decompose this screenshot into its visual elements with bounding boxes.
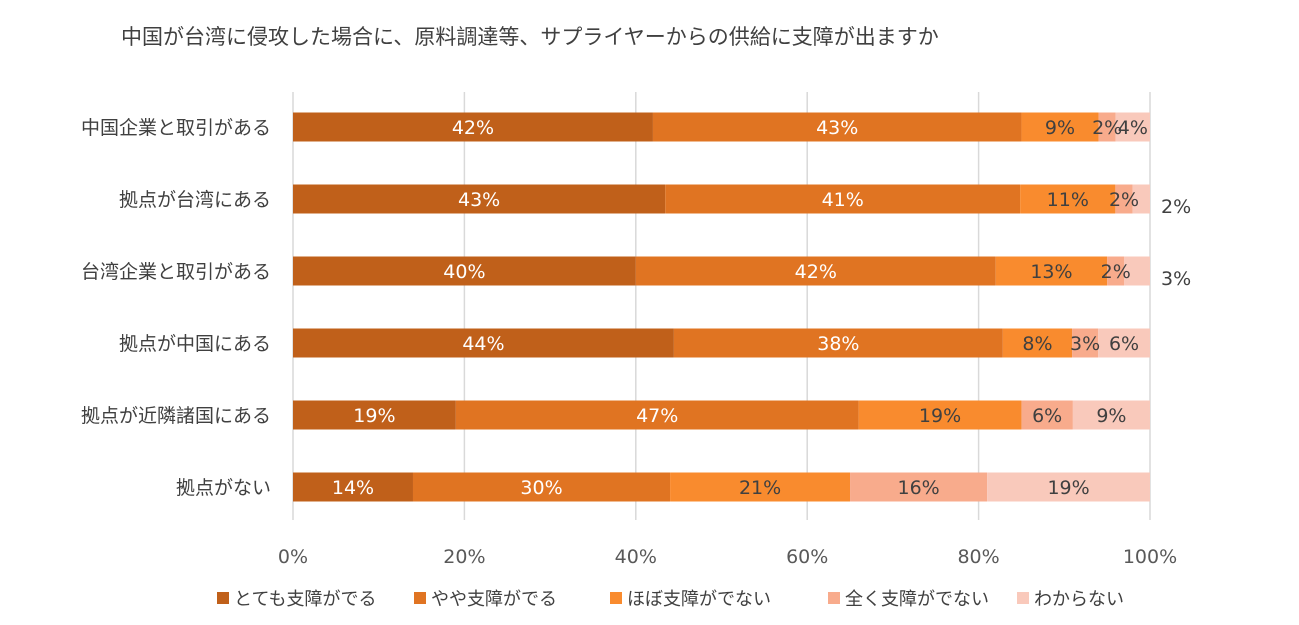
gridlines: [292, 92, 1151, 520]
x-tick-label: 100%: [1123, 546, 1177, 568]
x-tick-label: 60%: [786, 546, 828, 568]
data-label: 19%: [1047, 477, 1089, 499]
data-label: 8%: [1022, 333, 1052, 355]
data-label: 14%: [332, 477, 374, 499]
bar-segment: [1021, 400, 1073, 430]
bar-segment: [1072, 400, 1150, 430]
data-label: 6%: [1109, 333, 1139, 355]
legend-label: わからない: [1034, 589, 1124, 610]
x-tick-label: 0%: [278, 546, 308, 568]
data-label: 43%: [816, 117, 858, 139]
bar-segment: [670, 472, 851, 502]
data-label: 3%: [1161, 268, 1191, 290]
legend-label: やや支障がでる: [431, 589, 557, 610]
bar-segment: [1132, 184, 1150, 214]
data-label: 4%: [1118, 117, 1148, 139]
category-label: 拠点がない: [176, 477, 271, 499]
bar-segment: [987, 472, 1150, 502]
category-label: 拠点が台湾にある: [119, 189, 271, 211]
x-tick-label: 20%: [443, 546, 485, 568]
bar-segment: [293, 112, 653, 142]
data-label: 3%: [1070, 333, 1100, 355]
bar-segment: [293, 184, 666, 214]
bar-segment: [665, 184, 1021, 214]
data-label: 2%: [1109, 189, 1139, 211]
legend-label: とても支障がでる: [234, 589, 377, 610]
bar-segment: [1072, 328, 1099, 358]
data-label: 41%: [822, 189, 864, 211]
data-label: 13%: [1030, 261, 1072, 283]
bars: [293, 112, 1150, 502]
bar-segment: [293, 328, 674, 358]
data-labels: 42% 43% 9% 2%4%43% 41% 11% 2% 2%40% 42% 13% 2% 3%44…: [332, 117, 1191, 499]
category-label: 拠点が近隣諸国にある: [81, 405, 271, 427]
data-label: 42%: [452, 117, 494, 139]
bar-segment: [293, 256, 636, 286]
bar-segment: [1020, 184, 1116, 214]
data-label: 6%: [1032, 405, 1062, 427]
bar-segment: [673, 328, 1003, 358]
bar-segment: [1002, 328, 1073, 358]
bar-segment: [412, 472, 671, 502]
data-label: 30%: [520, 477, 562, 499]
x-tick-label: 80%: [957, 546, 999, 568]
bar-segment: [1107, 256, 1125, 286]
category-labels: 中国企業と取引がある拠点が台湾にある台湾企業と取引がある拠点が中国にある拠点が近…: [81, 117, 271, 499]
data-label: 44%: [462, 333, 504, 355]
data-label: 19%: [919, 405, 961, 427]
bar-segment: [635, 256, 996, 286]
legend-label: ほぼ支障がでない: [627, 589, 771, 610]
x-axis-ticks: 0% 20% 40% 60% 80% 100%: [278, 546, 1177, 568]
category-label: 拠点が中国にある: [119, 333, 271, 355]
data-label: 16%: [897, 477, 939, 499]
data-label: 21%: [739, 477, 781, 499]
bar-segment: [858, 400, 1022, 430]
x-tick-label: 40%: [615, 546, 657, 568]
bar-segment: [1021, 112, 1099, 142]
data-label: 9%: [1096, 405, 1126, 427]
bar-segment: [1124, 256, 1150, 286]
data-label: 9%: [1045, 117, 1075, 139]
bar-segment: [1098, 112, 1116, 142]
legend-swatch: [414, 592, 426, 604]
data-label: 19%: [353, 405, 395, 427]
bar-segment: [293, 472, 413, 502]
bar-segment: [293, 400, 456, 430]
legend-swatch: [217, 592, 229, 604]
legend-swatch: [828, 592, 840, 604]
data-label: 43%: [458, 189, 500, 211]
data-label: 42%: [795, 261, 837, 283]
legend-swatch: [1017, 592, 1029, 604]
data-label: 11%: [1047, 189, 1089, 211]
bar-segment: [455, 400, 859, 430]
chart-title: 中国が台湾に侵攻した場合に、原料調達等、サプライヤーからの供給に支障が出ますか: [121, 25, 939, 49]
bar-segment: [1098, 328, 1150, 358]
data-label: 40%: [443, 261, 485, 283]
data-label: 47%: [636, 405, 678, 427]
bar-segment: [1115, 184, 1133, 214]
data-label: 2%: [1161, 196, 1191, 218]
bar-segment: [995, 256, 1108, 286]
bar-segment: [1115, 112, 1150, 142]
bar-segment: [652, 112, 1022, 142]
data-label: 2%: [1101, 261, 1131, 283]
legend-label: 全く支障がでない: [845, 589, 989, 610]
category-label: 台湾企業と取引がある: [81, 261, 271, 283]
category-label: 中国企業と取引がある: [81, 117, 271, 139]
bar-segment: [850, 472, 988, 502]
data-label: 2%: [1092, 117, 1122, 139]
legend-swatch: [610, 592, 622, 604]
data-label: 38%: [817, 333, 859, 355]
legend: とても支障がでる やや支障がでる ほぼ支障がでない 全く支障がでない わからない: [217, 589, 1124, 610]
